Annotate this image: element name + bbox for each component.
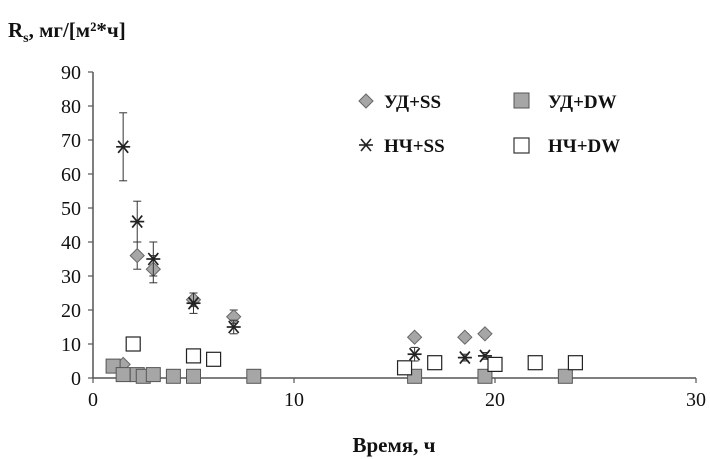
y-tick-label: 10 [61, 334, 81, 356]
legend-label-nch-ss: НЧ+SS [384, 136, 445, 157]
star-point [457, 351, 472, 365]
star-point [186, 296, 201, 310]
x-tick-label: 30 [686, 389, 706, 411]
y-tick-label: 40 [61, 232, 81, 254]
y-tick-label: 60 [61, 164, 81, 186]
filled-square-point [557, 368, 573, 384]
y-tick-label: 90 [61, 62, 81, 84]
open-square-point [125, 336, 141, 352]
legend-marker-diamond [358, 93, 374, 109]
legend-label-nch-dw: НЧ+DW [548, 136, 620, 157]
diamond-point [406, 329, 423, 345]
y-axis-title-subscript: s [23, 31, 29, 46]
legend-item-nch-dw: НЧ+DW [513, 136, 620, 157]
open-square-point [527, 355, 543, 371]
filled-square-point [165, 368, 181, 384]
series-3 [116, 112, 492, 365]
y-axis-title: Rs, мг/[м²*ч] [8, 18, 126, 46]
star-point [407, 347, 422, 361]
star-point [146, 252, 161, 266]
axis-ticks: 0 10 20 30 40 50 60 70 80 90 0 10 20 30 [61, 62, 706, 411]
x-tick-label: 0 [88, 389, 98, 411]
legend-marker-open-square [513, 137, 530, 154]
y-tick-label: 30 [61, 266, 81, 288]
filled-square-point [145, 367, 161, 383]
legend: УД+SS УД+DW НЧ+SS НЧ+DW [358, 92, 620, 157]
diamond-point [457, 329, 473, 345]
diamond-point [477, 326, 493, 342]
open-square-point [206, 351, 222, 367]
legend-marker-star [359, 138, 373, 152]
open-square-point [396, 360, 413, 376]
star-point [130, 215, 145, 229]
legend-label-ud-dw: УД+DW [548, 92, 617, 113]
data-marks [105, 112, 584, 384]
y-tick-label: 0 [71, 368, 81, 390]
x-tick-label: 10 [284, 389, 304, 411]
star-point [116, 140, 131, 154]
y-tick-label: 70 [61, 130, 81, 152]
legend-marker-filled-square [513, 92, 530, 109]
y-tick-label: 20 [61, 300, 81, 322]
star-point [226, 320, 241, 334]
legend-label-ud-ss: УД+SS [384, 92, 441, 113]
filled-square-point [246, 368, 262, 384]
filled-square-point [477, 368, 493, 384]
y-axis-title-unit: , мг/[м²*ч] [29, 18, 126, 42]
open-square-point [185, 348, 202, 364]
series-1 [115, 241, 493, 373]
x-axis-title: Время, ч [352, 433, 435, 457]
legend-item-nch-ss: НЧ+SS [359, 136, 445, 157]
open-square-point [487, 356, 503, 372]
x-tick-label: 20 [485, 389, 505, 411]
y-axis-title-main: R [8, 18, 24, 42]
y-tick-label: 50 [61, 198, 81, 220]
filled-square-point [186, 368, 201, 384]
diamond-point [129, 247, 145, 264]
legend-item-ud-dw: УД+DW [513, 92, 617, 113]
series-4 [125, 336, 584, 376]
open-square-point [427, 355, 443, 371]
open-square-point [567, 355, 584, 371]
y-tick-label: 80 [61, 96, 81, 118]
filled-square-point [115, 367, 131, 383]
legend-item-ud-ss: УД+SS [358, 92, 441, 113]
